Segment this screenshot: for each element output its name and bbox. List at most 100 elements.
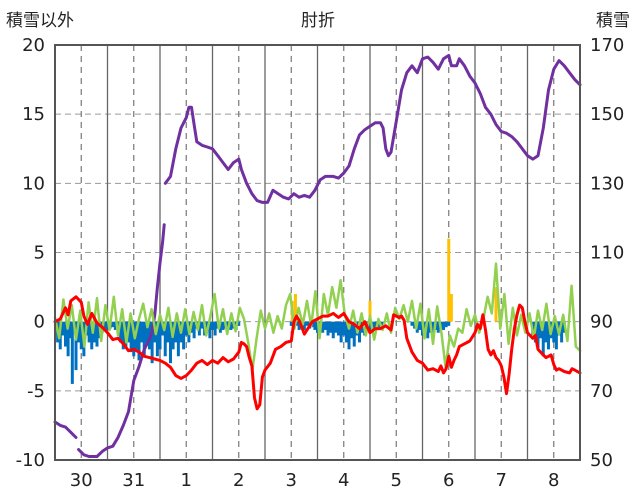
x-tick-label: 8 [548,470,559,491]
bar [150,321,154,364]
bar [111,321,115,328]
bar [368,300,372,322]
bar [541,321,545,357]
bar [142,321,146,357]
bar [373,321,377,330]
chart-title: 肘折 [301,11,335,31]
bar [302,321,306,330]
bar [544,321,548,343]
bar [95,321,99,347]
bar [64,321,67,347]
bar [221,321,225,330]
x-tick-label: 3 [286,470,297,491]
bar [74,321,78,371]
series-lines [53,53,582,458]
series-line [53,295,582,411]
y-tick-label-right: 70 [590,381,613,402]
bar [560,321,564,343]
bar [331,321,335,339]
bar [347,321,351,350]
bar [326,321,330,336]
x-tick-label: 5 [391,470,402,491]
y-tick-label-left: 0 [34,312,45,333]
bar [229,321,233,330]
bar [176,321,180,357]
bar [174,321,178,343]
bar [145,321,149,343]
bar [539,321,543,339]
bar [166,321,170,343]
bar [70,321,74,384]
bar [121,321,125,350]
bar [92,321,96,343]
bar [103,321,107,329]
bar [339,321,343,343]
bar [169,321,172,364]
y-axis-right: 170 150 130 110 90 70 50 [590,35,624,471]
bar [352,321,356,347]
bar [334,321,338,333]
bar [418,321,422,330]
y-tick-label-right: 50 [590,450,613,471]
y-tick-label-right: 110 [590,243,624,264]
bar [449,294,453,322]
bar [163,321,167,357]
bar [211,321,214,330]
bar [77,321,81,343]
bar [305,321,309,326]
y-axis-left: 20 15 10 5 0 -5 -10 [16,35,45,471]
bar [494,287,498,322]
bar [106,321,109,330]
bars [56,238,566,384]
bar [61,321,65,336]
x-tick-label: 2 [233,470,244,491]
bar [289,321,293,326]
y-tick-label-left: 10 [22,173,45,194]
bar [69,321,73,339]
y-tick-label-left: 15 [22,104,45,125]
bar [536,321,540,350]
bar [237,321,241,326]
bar [368,321,372,333]
x-tick-label: 4 [338,470,349,491]
bar [90,321,94,350]
bar [323,321,327,330]
bar [321,321,325,333]
y-tick-label-left: 20 [22,35,45,56]
y-axis-label-right: 積雪 [596,11,630,31]
x-tick-label: 6 [443,470,454,491]
bar [200,321,204,329]
x-tick-label: 31 [122,470,145,491]
series-line [53,262,582,372]
y-axis-label-left: 積雪以外 [6,11,74,31]
x-tick-label: 7 [496,470,507,491]
bar [313,321,317,330]
bar [329,321,333,333]
x-tick-label: 30 [70,470,93,491]
y-tick-label-right: 150 [590,104,624,125]
bar [113,321,117,330]
bar [431,321,435,336]
plot-frame [54,44,581,461]
bar [337,321,340,336]
bar [410,321,414,326]
x-axis: 30 31 1 2 3 4 5 6 7 8 [70,470,560,491]
bar [358,321,361,343]
y-tick-label-left: 5 [34,243,45,264]
bar [158,321,162,350]
bar [444,321,448,328]
bar [426,321,430,339]
bar [155,321,159,357]
bar [87,321,91,343]
bar [342,321,346,336]
bar [552,321,556,343]
x-tick-label: 1 [181,470,192,491]
series-line [53,53,582,458]
bar [119,321,123,343]
bar [137,321,141,361]
bar [192,321,196,339]
bar [184,321,188,336]
bar [213,321,217,336]
bar [297,321,301,330]
